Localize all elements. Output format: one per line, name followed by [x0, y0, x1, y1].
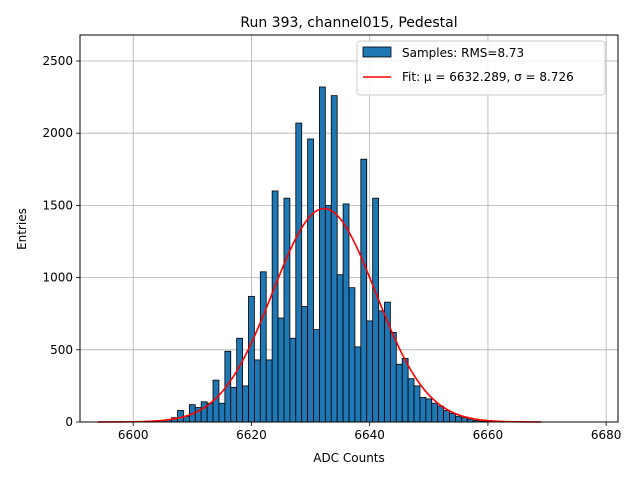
- histogram-bar: [431, 402, 439, 423]
- axis-ticks: 6600 6620 6640 6660 6680 0 500 1000 1500 2000 2500: [42, 54, 621, 442]
- histogram-bar: [413, 385, 421, 423]
- histogram-bar: [372, 197, 379, 423]
- y-tick-label: 0: [65, 415, 73, 429]
- y-axis-label: Entries: [15, 208, 29, 250]
- histogram-bar: [360, 158, 368, 423]
- histogram-bar: [295, 122, 303, 423]
- histogram-bar: [425, 398, 433, 423]
- histogram-bar: [242, 385, 249, 423]
- y-tick-label: 2000: [42, 126, 73, 140]
- legend-samples-label: Samples: RMS=8.73: [402, 46, 524, 60]
- histogram-bar: [313, 329, 320, 423]
- legend-box: [356, 40, 606, 96]
- x-tick-label: 6600: [118, 428, 149, 442]
- x-tick-label: 6680: [591, 428, 622, 442]
- histogram-bar: [289, 337, 297, 423]
- histogram-bar: [283, 197, 291, 423]
- x-tick-label: 6620: [236, 428, 267, 442]
- histogram-bar: [348, 287, 356, 423]
- histogram-bar: [437, 405, 444, 423]
- histogram-bar: [455, 415, 462, 423]
- x-tick-label: 6640: [354, 428, 385, 442]
- histogram-bar: [401, 358, 409, 423]
- histogram-bar: [236, 337, 243, 423]
- histogram-bar: [330, 95, 338, 423]
- histogram-bar: [319, 86, 326, 423]
- histogram-bar: [460, 417, 468, 423]
- histogram-bar: [248, 295, 255, 423]
- histogram-bar: [378, 310, 385, 423]
- histogram-bar: [443, 410, 450, 423]
- y-tick-label: 500: [50, 343, 73, 357]
- histogram-bar: [389, 332, 397, 423]
- histogram-bar: [200, 401, 208, 423]
- histogram-bar: [324, 204, 332, 423]
- histogram-bar: [265, 359, 273, 423]
- histogram-bar: [336, 274, 344, 423]
- y-tick-label: 1500: [42, 198, 73, 212]
- histogram-bar: [342, 203, 350, 423]
- histogram-bar: [218, 402, 226, 423]
- plot-frame: [79, 34, 619, 423]
- x-axis-label: ADC Counts: [313, 451, 385, 465]
- chart-title: Run 393, channel015, Pedestal: [240, 15, 457, 31]
- histogram-bar: [271, 190, 279, 423]
- histogram-bar: [254, 359, 261, 423]
- legend: Samples: RMS=8.73 Fit: μ = 6632.289, σ =…: [356, 40, 606, 96]
- histogram-bar: [407, 378, 415, 423]
- histogram-bar: [395, 363, 403, 423]
- histogram-bars: [153, 86, 492, 423]
- histogram-bar: [259, 271, 267, 423]
- histogram-bar: [230, 386, 238, 423]
- histogram-bar: [301, 306, 309, 423]
- histogram-bar: [354, 346, 362, 423]
- y-tick-label: 2500: [42, 54, 73, 68]
- legend-samples-swatch: [362, 46, 392, 58]
- histogram-bar: [307, 138, 314, 423]
- fit-curve: [97, 207, 542, 423]
- histogram-bar: [366, 320, 374, 423]
- x-tick-label: 6660: [473, 428, 504, 442]
- legend-fit-label: Fit: μ = 6632.289, σ = 8.726: [402, 70, 574, 84]
- histogram-bar: [449, 412, 456, 423]
- y-tick-label: 1000: [42, 271, 73, 285]
- fit-curve-layer: [97, 207, 542, 423]
- histogram-bar: [419, 397, 427, 423]
- histogram-bar: [206, 402, 214, 423]
- histogram-bar: [277, 317, 285, 423]
